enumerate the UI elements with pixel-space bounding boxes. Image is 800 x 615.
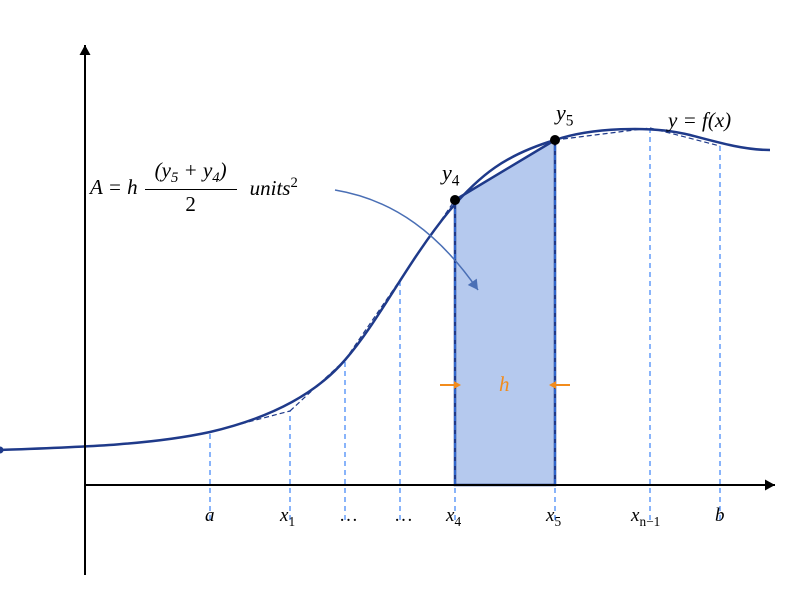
tick-label-d1: … [339,505,358,527]
tick-label-xn1: xn−1 [631,505,660,530]
label-y5: y5 [556,100,573,130]
formula-lhs: A = h [90,175,138,200]
tick-label-x4: x4 [446,505,461,530]
area-formula: A = h (y5 + y4) 2 units2 [90,158,298,217]
point-1 [550,135,560,145]
tick-label-a: a [205,505,215,527]
label-h: h [499,372,510,397]
label-yfx: y = f(x) [668,108,731,133]
label-y4: y4 [442,160,459,190]
formula-fraction: (y5 + y4) 2 [145,158,237,217]
tick-label-x1: x1 [280,505,295,530]
tick-label-x5: x5 [546,505,561,530]
formula-numerator: (y5 + y4) [151,158,231,187]
formula-denominator: 2 [185,192,196,217]
tick-label-d2: … [394,505,413,527]
tick-label-b: b [715,505,725,527]
curve-start-dot [0,447,4,454]
formula-units: units2 [250,175,298,201]
trapezoid-area [455,140,555,485]
diagram-stage: a x1 … … x4 x5 xn−1 b y4 y5 y = f(x) h A = h (y5 + y4… [0,0,800,615]
point-0 [450,195,460,205]
